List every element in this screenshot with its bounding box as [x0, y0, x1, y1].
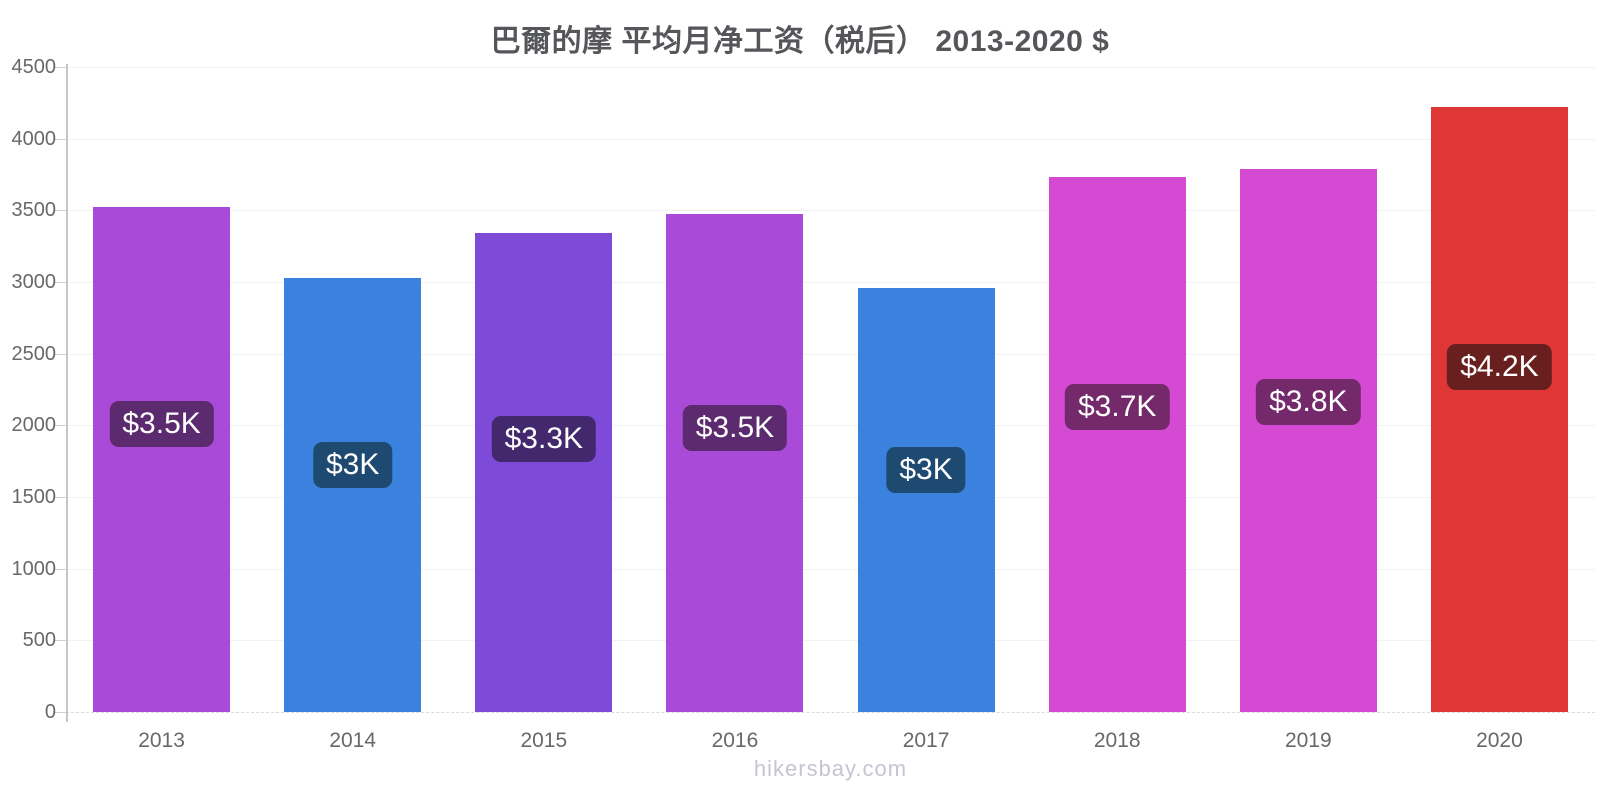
gridline-4000	[66, 138, 1595, 140]
bar-value-label-2015: $3.3K	[491, 415, 597, 462]
x-axis-label-2020: 2020	[1476, 729, 1523, 752]
bar-2020: $4.2K	[1430, 106, 1568, 712]
bar-2019: $3.8K	[1239, 168, 1377, 712]
y-axis-tick-2500	[54, 353, 66, 355]
bar-value-label-2019: $3.8K	[1256, 379, 1361, 426]
x-axis-label-2018: 2018	[1093, 729, 1141, 752]
bar-2018: $3.7K	[1048, 176, 1186, 712]
bar-2016: $3.5K	[666, 213, 804, 712]
bar-value-label-2016: $3.5K	[682, 404, 788, 451]
y-axis-label-2500: 2500	[11, 342, 57, 365]
x-axis-line	[66, 712, 1595, 713]
y-axis-tick-4500	[54, 67, 66, 68]
y-axis-line	[66, 64, 68, 722]
gridline-1000	[66, 568, 1595, 570]
y-axis-label-4000: 4000	[11, 127, 57, 150]
bar-2014: $3K	[284, 278, 422, 712]
y-axis-tick-1500	[54, 497, 66, 498]
gridline-3500	[66, 210, 1595, 212]
bar-2013: $3.5K	[93, 206, 231, 712]
y-axis-label-500: 500	[22, 629, 56, 652]
bar-value-label-2017: $3K	[886, 447, 966, 494]
y-axis-label-3000: 3000	[11, 271, 57, 293]
y-axis-tick-3500	[54, 210, 66, 212]
bar-2015: $3.3K	[475, 232, 613, 712]
bar-value-label-2013: $3.5K	[109, 401, 214, 448]
y-axis-tick-500	[54, 640, 66, 642]
x-axis-label-2019: 2019	[1284, 729, 1332, 752]
bar-2017: $3K	[857, 288, 995, 712]
y-axis-tick-1000	[54, 568, 66, 570]
y-axis-tick-4000	[54, 138, 66, 140]
gridline-2500	[66, 353, 1595, 355]
x-axis-label-2016: 2016	[711, 729, 759, 752]
gridline-4500	[66, 67, 1595, 68]
gridline-2000	[66, 425, 1595, 427]
bar-value-label-2014: $3K	[312, 441, 393, 488]
bar-value-label-2020: $4.2K	[1447, 343, 1552, 390]
watermark-hikersbay: hikersbay.com	[753, 756, 908, 781]
x-axis-label-2013: 2013	[138, 729, 185, 752]
y-axis-label-2000: 2000	[11, 414, 57, 437]
y-axis-label-1500: 1500	[11, 486, 57, 508]
y-axis-label-4500: 4500	[11, 56, 57, 78]
chart-title: 巴爾的摩 平均月净工资（税后） 2013-2020 $	[490, 25, 1110, 58]
x-axis-label-2014: 2014	[329, 729, 377, 752]
gridline-500	[66, 640, 1595, 642]
y-axis-tick-3000	[54, 282, 66, 283]
y-axis-tick-0	[54, 712, 66, 713]
y-axis-tick-2000	[54, 425, 66, 427]
y-axis-label-3500: 3500	[11, 199, 57, 222]
bar-value-label-2018: $3.7K	[1064, 383, 1170, 430]
x-axis-label-2017: 2017	[902, 729, 950, 752]
gridline-1500	[66, 497, 1595, 498]
x-axis-label-2015: 2015	[520, 729, 568, 752]
y-axis-label-1000: 1000	[11, 557, 57, 580]
gridline-3000	[66, 282, 1595, 283]
y-axis-label-0: 0	[44, 701, 56, 723]
